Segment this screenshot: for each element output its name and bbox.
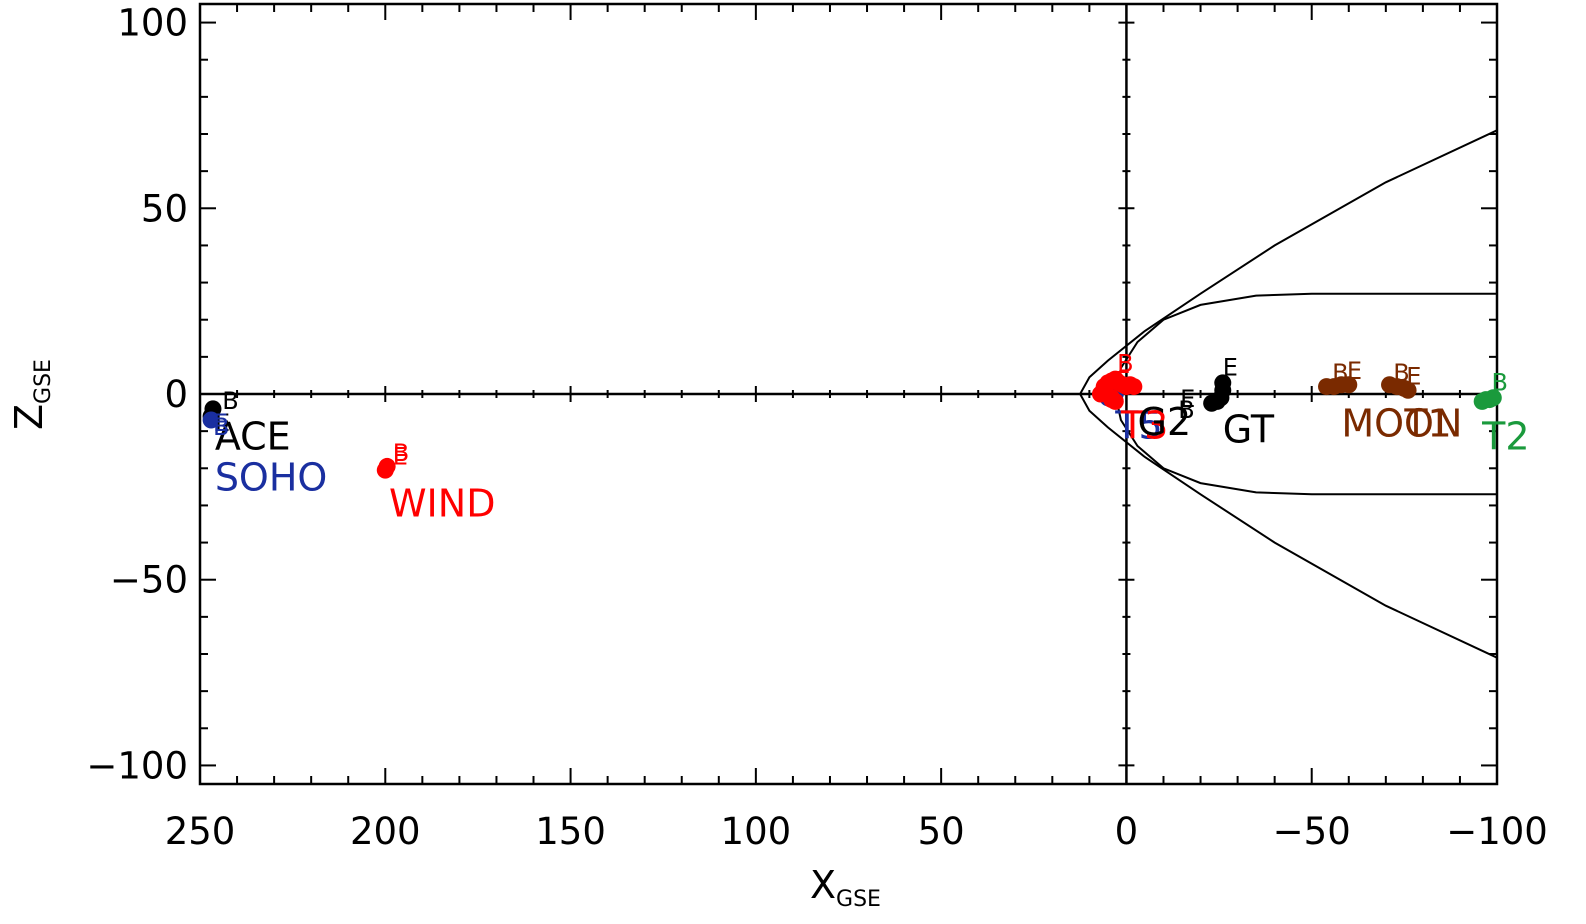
wind-marker-label: B: [393, 439, 409, 467]
soho-point: [202, 411, 220, 429]
t2-marker-label: B: [1491, 368, 1507, 396]
y-axis-title: ZGSE: [7, 359, 56, 430]
g2-marker-label: B: [1178, 396, 1194, 424]
x-tick-label: 250: [165, 810, 236, 853]
t2-point: [1484, 389, 1502, 407]
ace-marker-label: B: [222, 387, 238, 415]
soho-name-label: SOHO: [215, 456, 328, 500]
moon-marker-label: E: [1347, 357, 1362, 385]
gt-marker-label: E: [1223, 353, 1238, 381]
soho-marker-label: E: [213, 409, 228, 437]
x-tick-label: −100: [1446, 810, 1548, 853]
x-axis-title: XGSE: [810, 863, 881, 912]
gt-name-label: GT: [1223, 407, 1275, 451]
x-tick-label: 100: [721, 810, 792, 853]
t2-name-label: T2: [1481, 415, 1529, 459]
g2-name-label: G2: [1138, 400, 1192, 444]
wind-name-label: WIND: [389, 482, 495, 526]
moon-marker-label: B: [1332, 359, 1348, 387]
t3-point: [1125, 378, 1143, 396]
y-tick-label: 100: [117, 2, 188, 45]
y-tick-label: 0: [164, 373, 188, 416]
y-tick-label: −50: [110, 559, 188, 602]
moon-marker-label: E: [1406, 363, 1421, 391]
moon-marker-label: B: [1393, 359, 1409, 387]
y-tick-label: −100: [86, 744, 188, 787]
x-tick-label: 50: [918, 810, 965, 853]
t3-marker-label: B: [1117, 350, 1133, 378]
soho-marker-label: B: [213, 413, 229, 441]
t1-name-label: T1: [1403, 402, 1451, 446]
spacecraft-points: [202, 370, 1502, 479]
t3-name-label: T3: [1120, 404, 1168, 448]
wind-point: [378, 457, 396, 475]
t3-point: [1103, 391, 1121, 409]
t5-name-label: T5: [1114, 404, 1162, 448]
x-tick-label: 200: [350, 810, 421, 853]
wind-marker-label: E: [393, 443, 408, 471]
x-tick-label: 150: [535, 810, 606, 853]
t3-marker-label: E: [1115, 366, 1130, 394]
y-tick-label: 50: [141, 187, 188, 230]
gt-point: [1203, 394, 1221, 412]
tick-marks: [199, 4, 1498, 784]
g2-marker-label: E: [1180, 385, 1195, 413]
moon-point: [1399, 381, 1417, 399]
ace-marker-label: E: [215, 409, 230, 437]
x-tick-label: 0: [1115, 810, 1139, 853]
x-tick-label: −50: [1273, 810, 1351, 853]
moon-name-label: MOON: [1341, 402, 1462, 446]
ace-name-label: ACE: [215, 415, 291, 459]
tick-labels: 250 200 150 100 50 0 −50 −100 100 50 0 −50 −100: [86, 2, 1547, 853]
moon-point: [1340, 376, 1358, 394]
